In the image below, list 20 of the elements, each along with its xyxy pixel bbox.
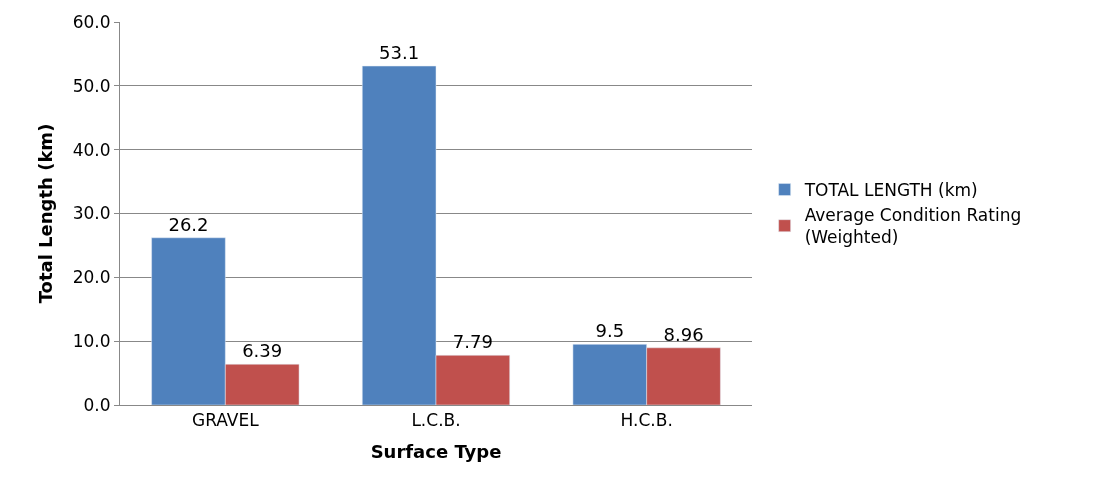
x-tick-label: GRAVEL (191, 410, 260, 431)
y-tick-label: 30.0 (72, 203, 111, 224)
y-axis-title: Total Length (km) (34, 123, 56, 304)
legend-label: TOTAL LENGTH (km) (803, 180, 978, 201)
x-tick-label: H.C.B. (620, 410, 673, 431)
y-tick-label: 40.0 (72, 139, 111, 160)
y-tick-label: 60.0 (72, 11, 111, 32)
x-axis-title: Surface Type (370, 440, 502, 462)
y-tick-label: 10.0 (72, 331, 111, 352)
y-tick-label: 0.0 (83, 394, 111, 415)
y-tick-label: 20.0 (72, 267, 111, 288)
data-label: 26.2 (168, 213, 209, 235)
data-label: 7.79 (452, 331, 493, 353)
y-tick-label: 50.0 (72, 75, 111, 96)
data-label: 53.1 (379, 42, 420, 64)
data-label: 9.5 (595, 320, 625, 342)
legend-label: Average Condition Rating (Weighted) (804, 205, 1022, 248)
data-label: 6.39 (242, 340, 283, 362)
data-label: 8.96 (663, 323, 704, 345)
x-tick-label: L.C.B. (411, 410, 461, 431)
